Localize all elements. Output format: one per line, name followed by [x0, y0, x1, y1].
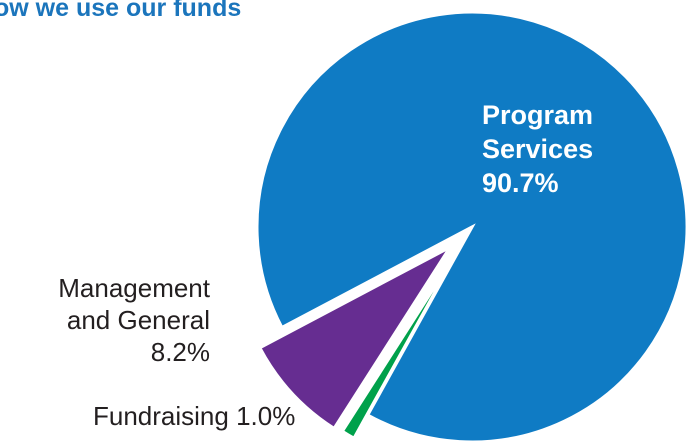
- fundraising-label-text: Fundraising: [93, 401, 229, 431]
- chart-title: ow we use our funds: [0, 0, 242, 22]
- fundraising-label: Fundraising 1.0%: [93, 400, 295, 432]
- fundraising-value: 1.0%: [236, 401, 296, 431]
- program-services-label: Program Services 90.7%: [482, 98, 593, 200]
- pie-slice-fundraising: [340, 249, 460, 441]
- pie-slice-management-and-general: [257, 243, 455, 431]
- management-general-value: 8.2%: [150, 337, 210, 367]
- pie-slice-program-services: [255, 10, 689, 444]
- management-general-label-line2: and General: [66, 305, 210, 335]
- management-general-label-line1: Management: [58, 273, 210, 303]
- program-services-label-line1: Program: [482, 100, 594, 130]
- management-general-label: Management and General 8.2%: [4, 272, 210, 368]
- program-services-label-line2: Services: [482, 134, 594, 164]
- program-services-value: 90.7%: [482, 168, 559, 198]
